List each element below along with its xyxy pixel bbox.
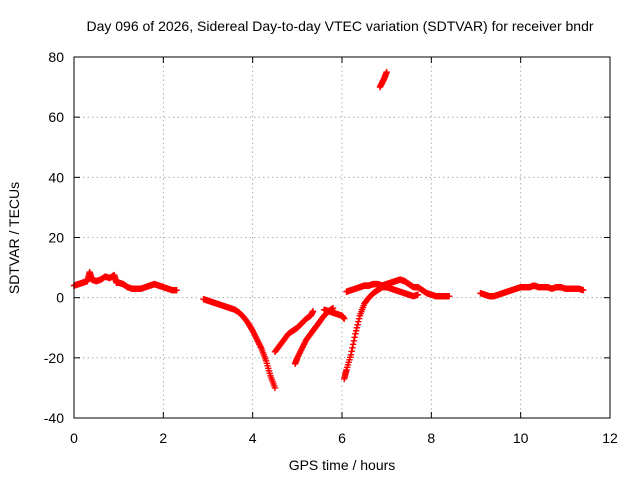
series-arc-9 <box>477 282 587 300</box>
x-tick-label: 6 <box>338 430 346 446</box>
chart-title: Day 096 of 2026, Sidereal Day-to-day VTE… <box>86 18 593 34</box>
data-point <box>309 308 317 315</box>
data-point <box>354 321 361 328</box>
data-point <box>352 327 360 334</box>
data-points <box>70 68 587 392</box>
y-tick-label: -20 <box>44 350 64 366</box>
y-tick-label: 40 <box>48 169 64 185</box>
data-point <box>352 330 359 337</box>
x-axis-label: GPS time / hours <box>289 457 396 473</box>
x-tick-label: 4 <box>249 430 257 446</box>
series-arc-7 <box>343 276 453 300</box>
axis-ticks: 0 2 4 6 8 10 12 -40 -20 0 20 40 60 80 <box>44 49 618 446</box>
y-axis-label: SDTVAR / TECUs <box>6 182 22 294</box>
x-tick-label: 10 <box>513 430 529 446</box>
series-arc-3 <box>271 308 317 356</box>
data-point <box>349 344 356 352</box>
data-point <box>348 348 355 355</box>
series-arc-2 <box>200 295 279 392</box>
data-point <box>355 315 363 322</box>
data-point <box>580 286 587 294</box>
data-point <box>271 384 279 392</box>
data-point <box>446 292 453 300</box>
series-arc-6 <box>341 283 422 383</box>
series-arc-8 <box>376 68 390 91</box>
data-point <box>173 286 180 294</box>
series-arc-5 <box>320 306 348 322</box>
data-point <box>353 324 361 331</box>
y-tick-label: -40 <box>44 410 64 426</box>
x-tick-label: 12 <box>602 430 618 446</box>
series-arc-1 <box>70 268 180 294</box>
data-point <box>349 341 357 348</box>
y-tick-label: 20 <box>48 230 64 246</box>
data-point <box>351 334 358 341</box>
data-point <box>341 315 348 322</box>
y-tick-label: 0 <box>56 290 64 306</box>
grid <box>74 57 610 418</box>
x-tick-label: 2 <box>159 430 167 446</box>
y-tick-label: 80 <box>48 49 64 65</box>
data-point <box>347 351 355 359</box>
data-point <box>414 291 422 298</box>
data-point <box>350 337 358 344</box>
data-point <box>355 318 362 325</box>
x-tick-label: 0 <box>70 430 78 446</box>
data-point <box>383 68 390 76</box>
plot-frame <box>73 56 611 419</box>
y-tick-label: 60 <box>48 109 64 125</box>
x-tick-label: 8 <box>427 430 435 446</box>
